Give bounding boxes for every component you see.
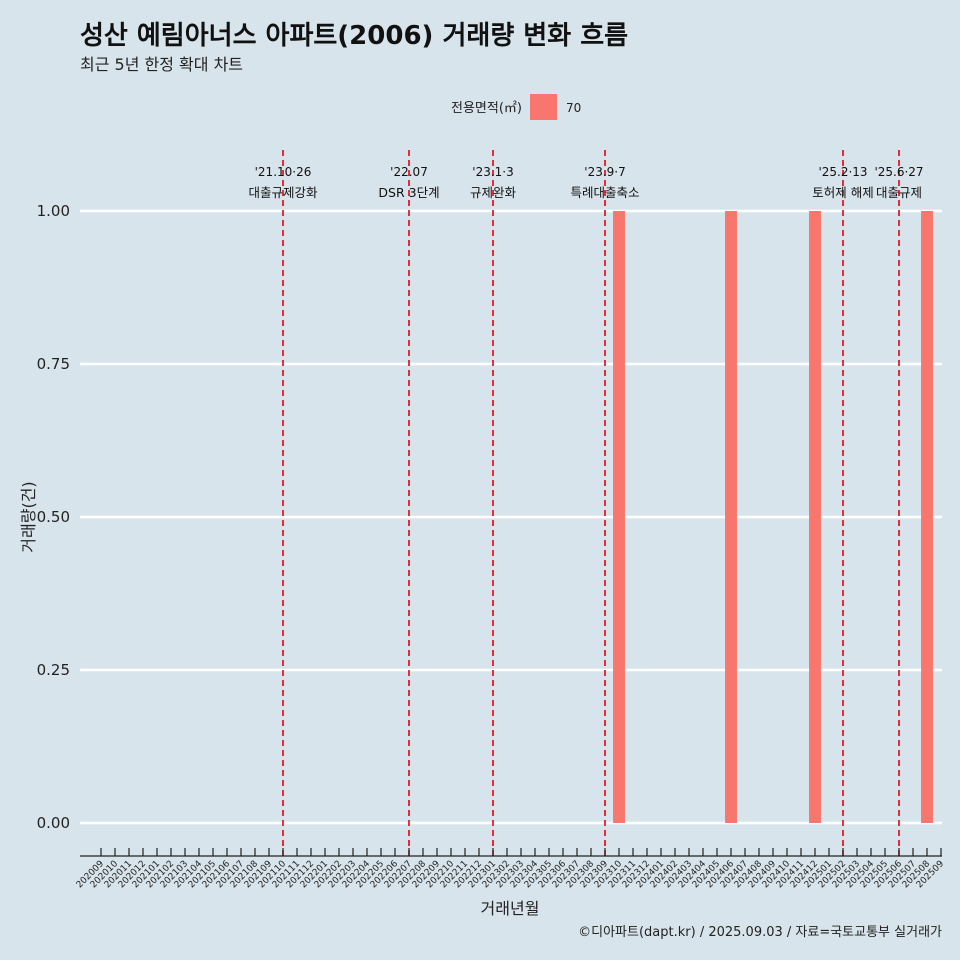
event-markers: '21.10·26 대출규제강화 '22.07 DSR 3단계 '23.1·3 규제완화 '… xyxy=(248,150,924,857)
legend: 전용면적(㎡) 70 xyxy=(451,94,581,120)
y-axis-ticks: 0.00 0.25 0.50 0.75 1.00 xyxy=(37,202,70,832)
bar xyxy=(921,211,933,823)
event-date: '23.9·7 xyxy=(584,165,625,179)
gridlines xyxy=(80,209,942,825)
event-date: '21.10·26 xyxy=(255,165,312,179)
y-tick-label: 0.75 xyxy=(37,355,70,373)
event-label: 대출규제 xyxy=(876,185,922,200)
event-label: 대출규제강화 xyxy=(248,185,318,200)
x-axis: 2020092020102020112020122021012021022021… xyxy=(75,848,946,890)
event-date: '22.07 xyxy=(390,165,428,179)
bar xyxy=(725,211,737,823)
y-tick-label: 1.00 xyxy=(37,202,70,220)
event-label: 규제완화 xyxy=(470,185,517,200)
bar xyxy=(809,211,821,823)
y-tick-label: 0.25 xyxy=(37,661,70,679)
chart-subtitle: 최근 5년 한정 확대 차트 xyxy=(80,55,243,74)
y-tick-label: 0.50 xyxy=(37,508,70,526)
event-label: DSR 3단계 xyxy=(378,185,439,200)
y-tick-label: 0.00 xyxy=(37,814,70,832)
caption: ©디아파트(dapt.kr) / 2025.09.03 / 자료=국토교통부 실… xyxy=(578,925,942,940)
event-label: 특례대출축소 xyxy=(570,185,639,200)
y-axis-title: 거래량(건) xyxy=(19,481,38,552)
legend-swatch xyxy=(530,94,557,120)
legend-title: 전용면적(㎡) xyxy=(451,101,522,116)
event-date: '25.2·13 xyxy=(818,165,867,179)
chart-title: 성산 예림아너스 아파트(2006) 거래량 변화 흐름 xyxy=(80,21,628,51)
bar xyxy=(613,211,625,823)
event-label: 토허제 해제 xyxy=(812,185,873,200)
x-axis-title: 거래년월 xyxy=(481,899,540,918)
event-date: '23.1·3 xyxy=(472,165,513,179)
legend-label: 70 xyxy=(566,101,581,115)
bars xyxy=(613,211,933,823)
event-date: '25.6·27 xyxy=(874,165,923,179)
